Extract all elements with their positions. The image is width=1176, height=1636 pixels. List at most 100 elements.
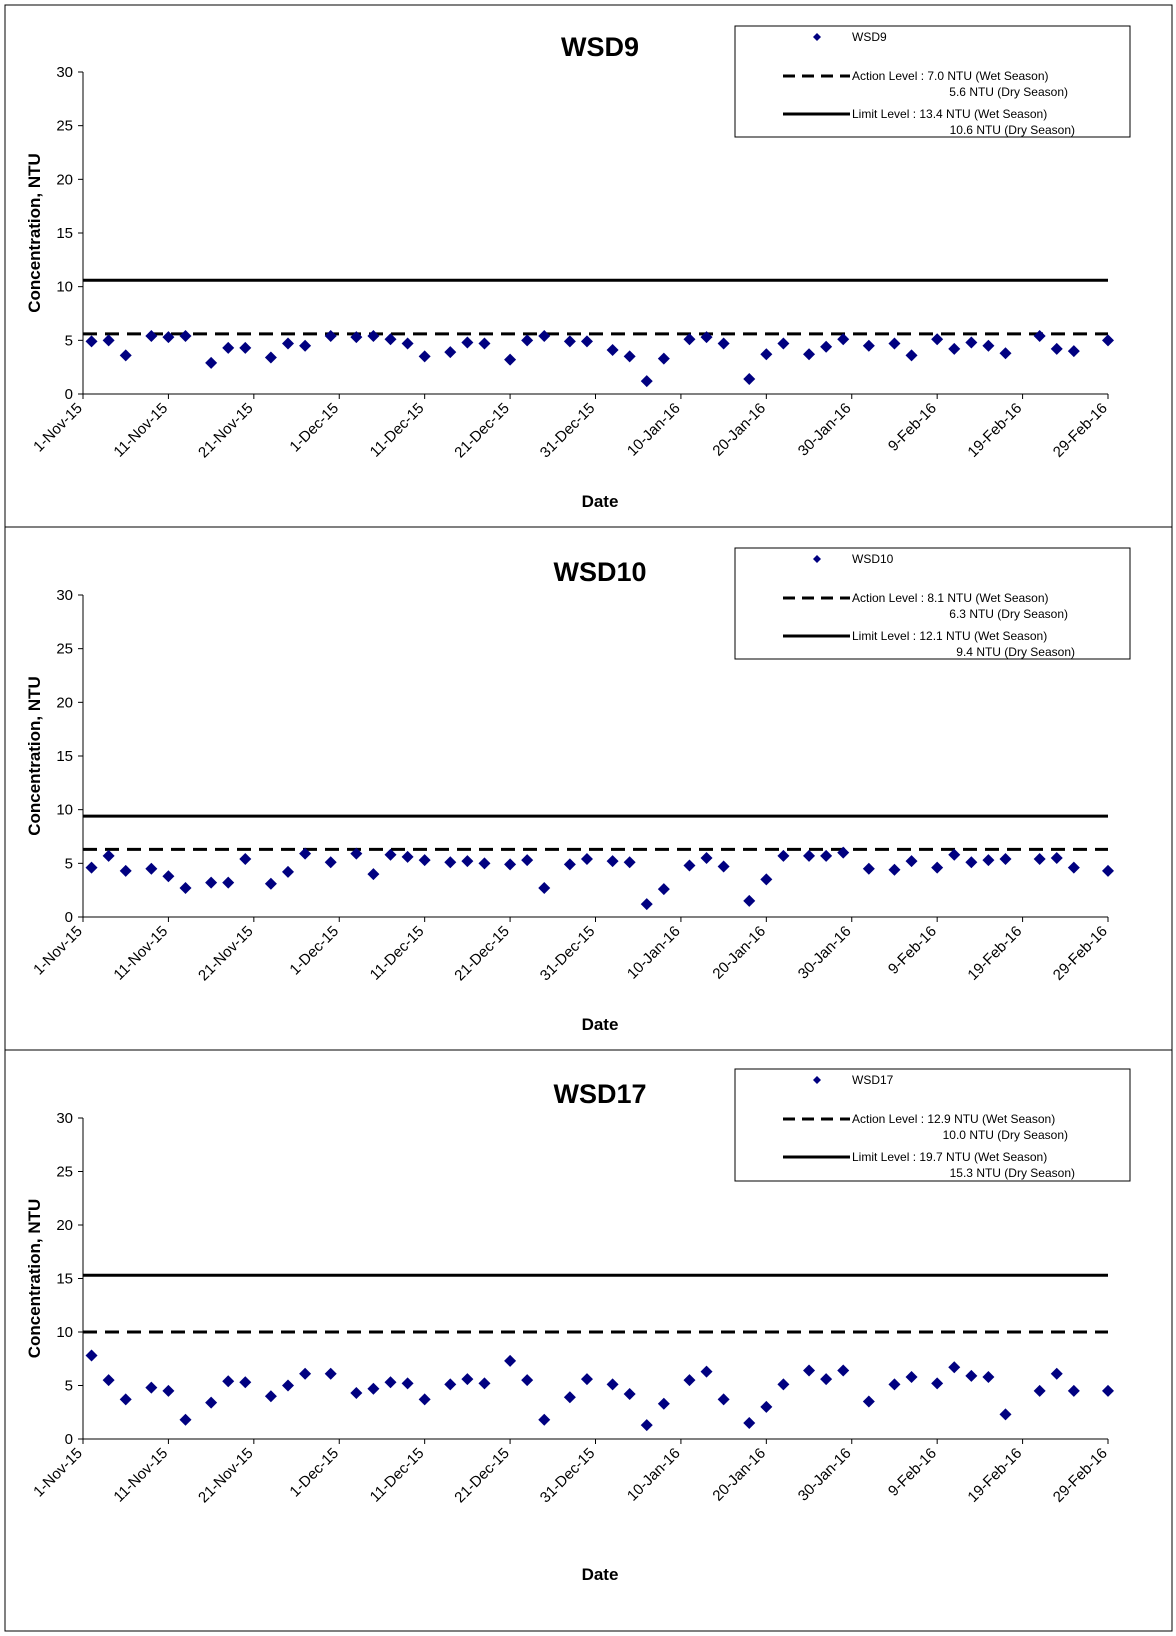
y-tick-label: 5 — [65, 1378, 73, 1395]
data-point — [820, 849, 833, 862]
x-tick-label: 31-Dec-15 — [537, 1445, 599, 1507]
panel-frame — [4, 1049, 1173, 1632]
x-tick-label: 21-Nov-15 — [195, 1445, 257, 1507]
data-point — [299, 339, 312, 352]
data-point — [222, 1375, 235, 1388]
legend-action-dry: 10.0 NTU (Dry Season) — [943, 1128, 1068, 1142]
y-tick-label: 10 — [56, 1324, 73, 1341]
data-point — [324, 1367, 337, 1380]
data-point — [803, 348, 816, 361]
legend-box — [734, 547, 1131, 660]
legend-box — [734, 1068, 1131, 1182]
data-point — [85, 861, 98, 874]
data-point — [1050, 851, 1063, 864]
data-point — [931, 1377, 944, 1390]
data-point — [239, 341, 252, 354]
x-tick-label: 21-Nov-15 — [195, 923, 257, 985]
y-tick-label: 20 — [56, 171, 73, 188]
data-point — [179, 1413, 192, 1426]
data-point — [862, 1395, 875, 1408]
x-tick-label: 31-Dec-15 — [537, 400, 599, 462]
y-tick-label: 0 — [65, 386, 73, 403]
x-tick-label: 31-Dec-15 — [537, 923, 599, 985]
data-point — [1050, 342, 1063, 355]
data-point — [538, 1413, 551, 1426]
chart-title: WSD10 — [553, 557, 646, 587]
legend: WSD10 Action Level : 8.1 NTU (Wet Season)… — [734, 547, 1131, 660]
data-point — [85, 335, 98, 348]
x-axis-title: Date — [582, 1015, 619, 1034]
data-point — [837, 1364, 850, 1377]
data-point — [1067, 861, 1080, 874]
chart-panel-wsd9: WSD9 0 5 10 15 20 25 30 1-Nov-15 11-Nov-15 21-Nov-… — [4, 4, 1173, 528]
data-point — [444, 1378, 457, 1391]
x-axis-title: Date — [582, 1565, 619, 1584]
data-point — [905, 855, 918, 868]
data-point — [418, 350, 431, 363]
data-point — [948, 1361, 961, 1374]
x-tick-label: 11-Dec-15 — [367, 400, 428, 461]
legend-limit-dry: 10.6 NTU (Dry Season) — [950, 123, 1075, 137]
data-point — [461, 1373, 474, 1386]
x-tick-label: 1-Nov-15 — [30, 923, 86, 979]
y-tick-label: 25 — [56, 1164, 73, 1181]
data-point — [999, 347, 1012, 360]
data-point — [299, 847, 312, 860]
x-tick-label: 19-Feb-16 — [964, 400, 1025, 461]
legend-series-label: WSD10 — [852, 552, 894, 566]
y-tick-label: 15 — [56, 748, 73, 765]
data-point — [931, 333, 944, 346]
data-point — [657, 352, 670, 365]
y-tick-label: 15 — [56, 1271, 73, 1288]
data-point — [162, 331, 175, 344]
data-point — [580, 1373, 593, 1386]
data-point — [102, 849, 115, 862]
data-point — [1102, 864, 1114, 877]
data-point — [350, 1386, 363, 1399]
data-point — [521, 334, 534, 347]
data-point — [119, 864, 132, 877]
data-point — [563, 1391, 576, 1404]
x-tick-label: 20-Jan-16 — [709, 400, 769, 460]
data-point — [623, 1388, 636, 1401]
legend-action-dry: 5.6 NTU (Dry Season) — [949, 85, 1068, 99]
data-point — [888, 337, 901, 350]
y-axis-title: Concentration, NTU — [25, 676, 44, 836]
data-point — [350, 847, 363, 860]
data-point — [982, 1370, 995, 1383]
y-tick-label: 5 — [65, 332, 73, 349]
legend-action-dry: 6.3 NTU (Dry Season) — [949, 607, 1068, 621]
data-point — [623, 856, 636, 869]
data-point — [948, 848, 961, 861]
data-point — [538, 330, 551, 343]
data-point — [965, 856, 978, 869]
data-point — [700, 331, 713, 344]
data-point — [478, 337, 491, 350]
data-point — [418, 854, 431, 867]
data-point — [717, 337, 730, 350]
y-tick-label: 10 — [56, 802, 73, 819]
y-tick-label: 0 — [65, 1431, 73, 1448]
data-point — [982, 854, 995, 867]
x-tick-label: 29-Feb-16 — [1050, 1445, 1111, 1506]
data-point — [683, 333, 696, 346]
data-point — [264, 877, 277, 890]
y-tick-label: 20 — [56, 1217, 73, 1234]
data-point — [760, 1400, 773, 1413]
x-tick-label: 11-Nov-15 — [110, 923, 171, 984]
y-axis-title: Concentration, NTU — [25, 1199, 44, 1359]
data-point — [640, 1419, 653, 1432]
data-point — [657, 883, 670, 896]
data-point — [444, 346, 457, 359]
data-point — [367, 868, 380, 881]
legend: WSD17 Action Level : 12.9 NTU (Wet Season… — [734, 1068, 1131, 1182]
data-point — [324, 856, 337, 869]
data-point — [521, 854, 534, 867]
data-point — [1050, 1367, 1063, 1380]
data-point — [384, 1376, 397, 1389]
data-point — [563, 858, 576, 871]
x-tick-label: 11-Nov-15 — [110, 400, 171, 461]
data-point — [1033, 1384, 1046, 1397]
legend-series-label: WSD9 — [852, 30, 887, 44]
x-tick-label: 1-Dec-15 — [286, 400, 342, 456]
